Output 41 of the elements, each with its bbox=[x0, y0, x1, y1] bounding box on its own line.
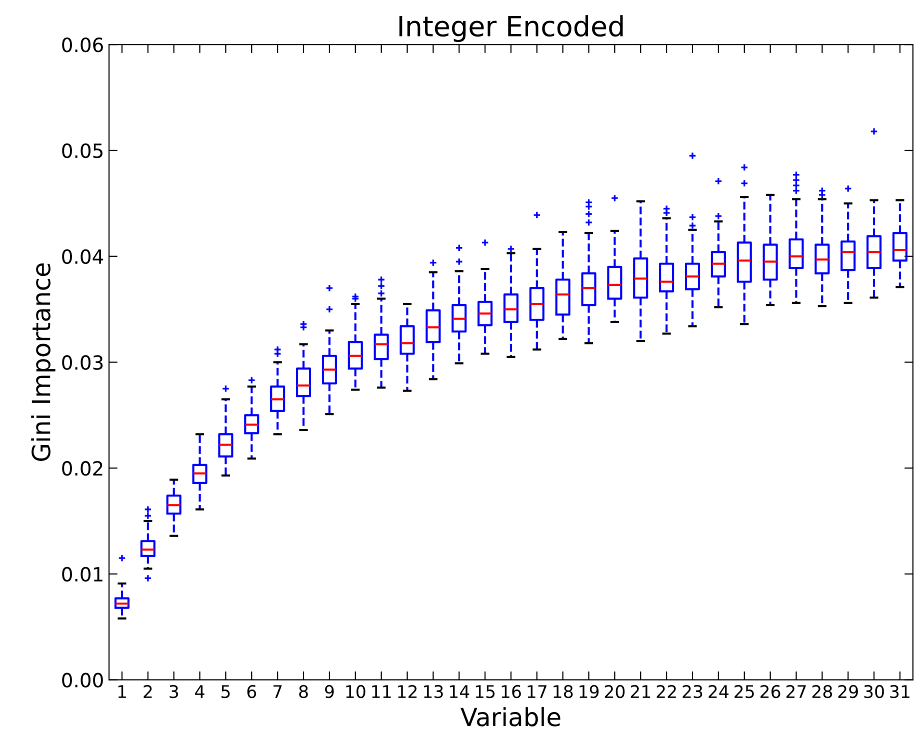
y-tick-label: 0.06 bbox=[62, 38, 103, 52]
x-tick-label: 9 bbox=[325, 685, 334, 698]
x-tick-label: 31 bbox=[890, 685, 910, 698]
x-tick-label: 8 bbox=[299, 685, 308, 698]
y-tick-label: 0.01 bbox=[62, 566, 102, 582]
x-tick-label: 7 bbox=[273, 685, 282, 698]
x-tick-label: 10 bbox=[346, 685, 366, 698]
x-tick-label: 17 bbox=[528, 685, 546, 698]
y-tick-label: 0.04 bbox=[62, 249, 104, 264]
x-tick-label: 21 bbox=[630, 685, 650, 698]
x-tick-label: 29 bbox=[838, 685, 858, 698]
chart-title: Integer Encoded bbox=[399, 15, 623, 42]
y-tick-label: 0.02 bbox=[62, 461, 102, 476]
x-tick-label: 23 bbox=[682, 685, 702, 698]
x-tick-label: 14 bbox=[450, 685, 470, 698]
x-tick-label: 12 bbox=[398, 685, 417, 698]
x-tick-label: 11 bbox=[372, 685, 391, 698]
x-tick-label: 13 bbox=[424, 685, 443, 698]
y-tick-label: 0.03 bbox=[62, 355, 103, 370]
x-tick-label: 26 bbox=[760, 685, 780, 698]
y-axis-title: Gini Importance bbox=[31, 263, 56, 461]
x-tick-label: 19 bbox=[580, 685, 599, 698]
y-tick-label: 0.00 bbox=[62, 672, 103, 688]
x-tick-label: 24 bbox=[708, 685, 728, 698]
x-tick-label: 20 bbox=[604, 685, 625, 698]
x-tick-label: 18 bbox=[554, 685, 573, 698]
x-tick-label: 25 bbox=[734, 685, 754, 698]
y-tick-label: 0.05 bbox=[62, 143, 102, 158]
x-tick-label: 22 bbox=[656, 685, 676, 698]
x-tick-label: 15 bbox=[476, 685, 495, 698]
x-tick-label: 4 bbox=[195, 685, 204, 698]
x-tick-label: 27 bbox=[786, 685, 806, 698]
x-tick-label: 28 bbox=[812, 685, 832, 698]
x-tick-label: 5 bbox=[222, 685, 230, 698]
x-tick-label: 1 bbox=[118, 685, 126, 698]
x-tick-label: 30 bbox=[864, 685, 884, 698]
x-tick-label: 16 bbox=[502, 685, 521, 698]
x-axis-title: Variable bbox=[460, 707, 560, 726]
x-tick-label: 3 bbox=[170, 685, 178, 698]
x-tick-label: 6 bbox=[247, 685, 256, 698]
x-tick-label: 2 bbox=[144, 685, 152, 698]
